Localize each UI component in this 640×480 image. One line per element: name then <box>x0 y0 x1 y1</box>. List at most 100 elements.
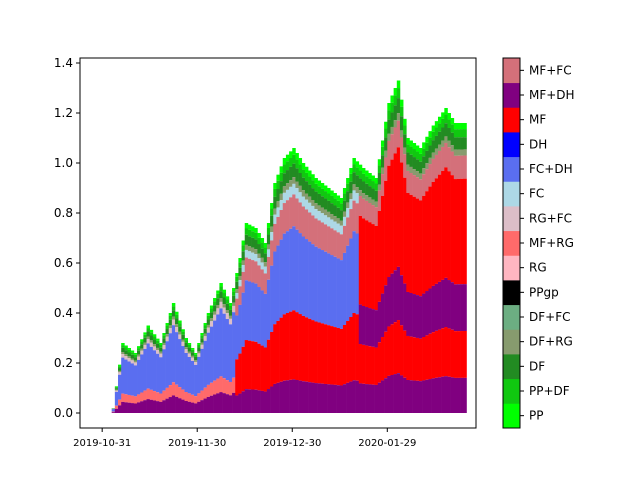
layer-pp-df <box>320 188 325 197</box>
layer-pp <box>118 364 122 367</box>
layer-mf-dh <box>276 382 280 413</box>
layer-mf-dh <box>137 402 141 413</box>
layer-mf-dh <box>165 398 170 413</box>
layer-mf <box>263 347 268 392</box>
layer-pp-df <box>247 229 252 237</box>
layer-df-rg <box>190 355 195 358</box>
layer-mf-dh <box>387 375 391 413</box>
layer-mf-dh <box>437 281 442 330</box>
layer-df-rg <box>171 316 176 320</box>
layer-mf <box>418 200 423 297</box>
layer-df <box>437 131 442 145</box>
layer-pp <box>156 338 160 341</box>
layer-df-rg <box>441 140 445 147</box>
layer-mf <box>396 320 401 374</box>
layer-mf-rg <box>225 380 230 395</box>
layer-df-rg <box>355 187 360 194</box>
layer-pp <box>387 103 391 111</box>
layer-mf <box>406 192 410 292</box>
layer-pp <box>327 188 331 194</box>
layer-pp <box>409 140 413 147</box>
layer-pp-df <box>301 169 306 178</box>
x-tick-label: 2019-12-30 <box>263 438 321 449</box>
layer-pp-df <box>377 165 382 173</box>
layer-df <box>184 342 189 348</box>
layer-pp <box>206 313 211 316</box>
layer-pp-df <box>140 341 144 345</box>
layer-mf-dh <box>127 402 131 413</box>
layer-df-rg <box>238 275 242 281</box>
layer-mf-fc <box>285 200 290 232</box>
layer-mf-fc <box>399 137 404 163</box>
layer-mf-dh <box>279 381 284 413</box>
layer-mf <box>444 327 448 377</box>
layer-mf-dh <box>374 384 379 413</box>
layer-fc-dh <box>197 356 201 394</box>
layer-mf-dh <box>342 384 347 413</box>
layer-fc <box>270 232 274 241</box>
layer-pp <box>444 108 448 115</box>
layer-mf-dh <box>447 376 451 413</box>
layer-df-rg <box>143 342 147 345</box>
layer-mf-dh <box>409 293 413 337</box>
layer-pp <box>447 113 451 120</box>
layer-mf-rg <box>203 387 208 399</box>
layer-mf-fc <box>304 209 309 240</box>
layer-fc-dh <box>349 238 353 317</box>
layer-pp-df <box>257 237 261 245</box>
layer-pp-df <box>168 315 173 320</box>
layer-rg-fc <box>156 350 160 354</box>
layer-mf <box>282 314 287 381</box>
layer-mf-dh <box>396 266 401 321</box>
layer-fc <box>285 189 290 201</box>
layer-mf <box>238 353 242 394</box>
layer-df-rg <box>314 203 318 210</box>
layer-mf-fc <box>298 202 303 234</box>
layer-pp-df <box>260 242 265 249</box>
layer-fc <box>342 216 347 226</box>
layer-df-rg <box>273 208 277 215</box>
layer-mf <box>374 347 379 385</box>
layer-pp-df <box>349 173 353 182</box>
x-tick-label: 2019-10-31 <box>73 438 131 449</box>
layer-mf-dh <box>406 379 410 413</box>
layer-pp <box>390 95 394 103</box>
layer-df <box>415 159 420 172</box>
layer-df <box>238 267 242 276</box>
layer-mf-fc <box>257 265 261 288</box>
layer-mf-fc <box>377 190 382 211</box>
layer-mf-fc <box>260 269 265 291</box>
layer-mf-fc <box>415 177 420 199</box>
layer-fc <box>327 217 331 227</box>
layer-mf <box>368 222 372 309</box>
layer-mf-rg <box>187 393 192 402</box>
layer-mf <box>444 167 448 278</box>
layer-pp-df <box>285 161 290 171</box>
layer-mf <box>425 191 429 292</box>
y-tick-label: 0.6 <box>54 256 73 270</box>
layer-pp <box>371 175 375 182</box>
layer-mf <box>349 317 353 382</box>
layer-mf <box>399 325 404 376</box>
layer-df-rg <box>289 180 293 187</box>
layer-mf <box>399 162 404 276</box>
layer-pp <box>304 166 309 173</box>
layer-df <box>311 188 315 201</box>
layer-df-rg <box>456 149 461 156</box>
layer-df <box>418 161 423 174</box>
layer-rg-fc <box>209 321 214 327</box>
layer-pp <box>308 170 312 177</box>
layer-fc <box>276 207 280 217</box>
layer-pp <box>384 121 388 129</box>
layer-df-rg <box>292 177 296 184</box>
layer-pp <box>216 290 220 294</box>
layer-df <box>257 244 261 254</box>
layer-df-rg <box>181 339 185 342</box>
layer-fc <box>247 251 252 259</box>
layer-df <box>390 112 394 127</box>
layer-fc-dh <box>241 292 246 347</box>
layer-pp <box>368 173 372 179</box>
layer-mf-dh <box>228 395 233 413</box>
layer-pp <box>320 183 325 189</box>
